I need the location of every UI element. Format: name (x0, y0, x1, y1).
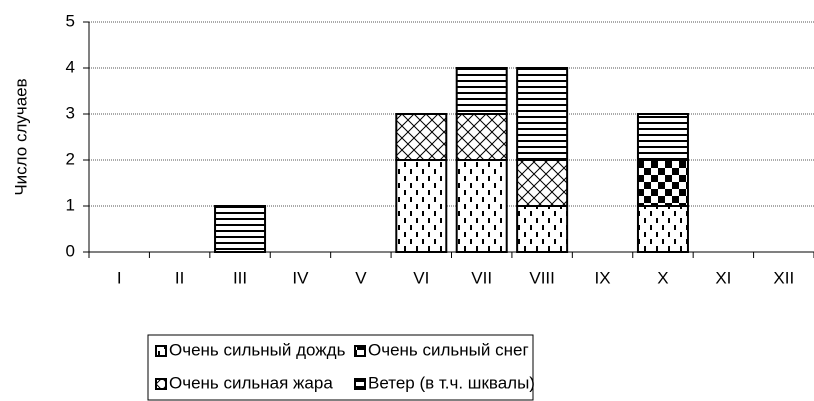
x-tick-label: II (175, 268, 184, 287)
legend-marker (155, 378, 167, 390)
y-tick-label: 4 (66, 57, 75, 76)
legend-marker (354, 378, 366, 390)
bar-segment (395, 159, 448, 253)
x-tick-label: VIII (529, 268, 555, 287)
bar-segment (516, 205, 569, 253)
legend-label: Ветер (в т.ч. шквалы) (368, 373, 535, 392)
y-tick-label: 3 (66, 103, 75, 122)
x-tick-label: I (117, 268, 122, 287)
legend-label: Очень сильный дождь (169, 340, 346, 359)
bar-segment (516, 159, 569, 207)
x-tick-label: VI (413, 268, 429, 287)
legend-label: Очень сильная жара (169, 373, 333, 392)
x-tick-label: IX (595, 268, 611, 287)
legend-box (147, 334, 534, 401)
y-tick-label: 0 (66, 241, 75, 260)
y-tick-label: 5 (66, 11, 75, 30)
legend-marker (354, 345, 366, 357)
legend-marker (155, 345, 167, 357)
x-tick-label: XI (715, 268, 731, 287)
x-tick-label: V (355, 268, 367, 287)
x-tick-label: X (657, 268, 668, 287)
bar-segment (214, 205, 267, 253)
bar-segment (455, 159, 508, 253)
bar-segment (455, 113, 508, 161)
bar-segment (395, 113, 448, 161)
bar-segment (636, 113, 689, 161)
y-tick-label: 2 (66, 149, 75, 168)
x-tick-label: XII (773, 268, 794, 287)
x-tick-label: VII (471, 268, 492, 287)
y-axis-label: Число случаев (11, 78, 30, 195)
bar-segment (636, 159, 689, 207)
bar-segment (516, 67, 569, 161)
x-tick-label: IV (292, 268, 309, 287)
bar-segment (455, 67, 508, 115)
x-tick-label: III (233, 268, 247, 287)
y-tick-label: 1 (66, 195, 75, 214)
legend-label: Очень сильный снег (368, 340, 529, 359)
bar-segment (636, 205, 689, 253)
